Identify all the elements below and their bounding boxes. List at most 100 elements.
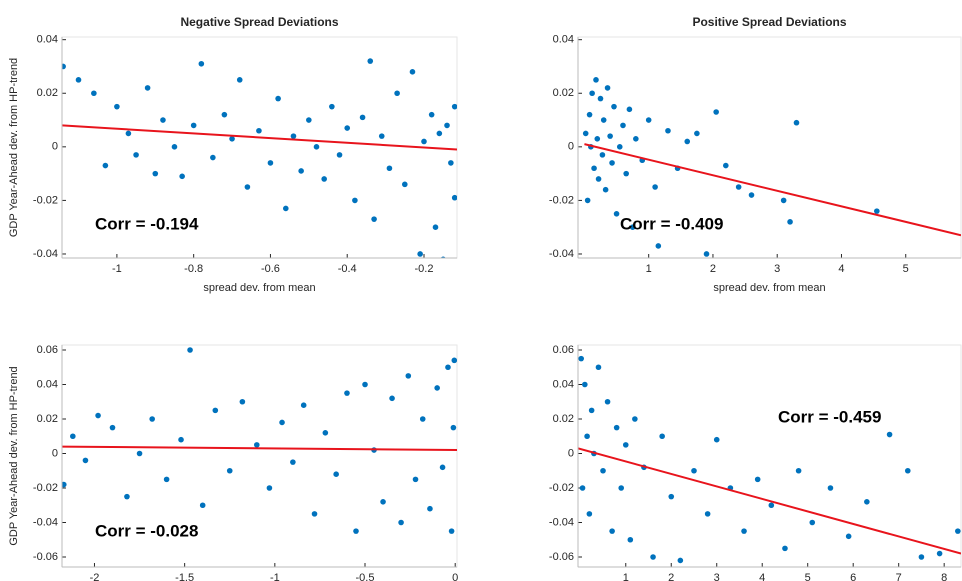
point [793, 119, 800, 126]
point [451, 103, 457, 110]
point [352, 197, 358, 204]
point [645, 117, 652, 123]
point [582, 130, 589, 137]
x-tick-label: -0.5 [356, 572, 375, 581]
point [428, 111, 435, 118]
point [427, 505, 433, 512]
x-tick-label: -0.8 [184, 263, 203, 275]
axes-bg [61, 36, 458, 259]
y-tick-label: 0.04 [553, 378, 574, 390]
point [436, 130, 443, 137]
point [713, 109, 719, 115]
point [401, 181, 408, 188]
point [389, 395, 395, 402]
point [600, 467, 606, 474]
point [618, 485, 625, 491]
point [609, 160, 615, 166]
point [633, 135, 639, 142]
point [421, 138, 427, 145]
point [450, 424, 457, 431]
point [787, 219, 793, 225]
point [650, 554, 656, 560]
y-tick-label: 0 [52, 141, 58, 153]
point [212, 407, 219, 414]
y-tick-label: 0.04 [37, 34, 58, 46]
point [704, 511, 711, 517]
point [595, 176, 602, 182]
y-tick-label: 0.02 [37, 413, 58, 425]
annotation: Corr = -0.028 [95, 521, 198, 540]
point [210, 154, 216, 161]
y-tick-label: 0 [52, 447, 58, 459]
point [874, 208, 880, 214]
y-tick-label: 0.02 [553, 413, 574, 425]
fit-line [62, 124, 457, 151]
point [313, 144, 320, 150]
x-tick-label: 4 [759, 572, 765, 581]
point [124, 493, 130, 500]
point [782, 545, 788, 552]
point [179, 173, 185, 180]
x-tick-label: -1 [112, 263, 122, 275]
point [394, 90, 400, 97]
point [133, 152, 139, 158]
point [419, 416, 426, 422]
fit-line [578, 447, 961, 555]
y-tick-label: -0.02 [33, 194, 58, 206]
point [584, 433, 590, 440]
point [62, 63, 66, 70]
point [412, 476, 419, 483]
point [609, 528, 615, 534]
point [417, 251, 423, 257]
point [353, 528, 359, 534]
point [432, 224, 439, 230]
point [448, 160, 454, 166]
point [267, 160, 274, 166]
point [578, 355, 584, 362]
point [613, 424, 620, 431]
fit-line [584, 143, 961, 237]
point [602, 186, 609, 193]
panel-title: Negative Spread Deviations [180, 15, 338, 29]
axes-bg [577, 344, 962, 568]
point [163, 476, 170, 483]
x-tick-label: -0.6 [261, 263, 280, 275]
y-tick-label: 0.02 [553, 87, 574, 99]
point [386, 165, 393, 172]
point [95, 412, 101, 419]
x-tick-label: 1 [646, 263, 652, 275]
point [936, 550, 943, 557]
x-tick-label: 8 [941, 572, 947, 581]
point [444, 122, 450, 129]
point [593, 77, 599, 83]
point [256, 127, 262, 134]
point [600, 117, 607, 123]
point [244, 184, 251, 190]
point [626, 106, 633, 113]
point [82, 457, 89, 464]
point [102, 162, 109, 169]
point [586, 111, 593, 118]
point [589, 90, 595, 97]
y-tick-label: 0.06 [553, 344, 574, 356]
y-tick-label: -0.04 [549, 248, 574, 260]
point [665, 127, 671, 134]
point [221, 111, 228, 118]
point [597, 95, 604, 102]
point [362, 381, 368, 388]
axes-bg [61, 344, 458, 568]
point [604, 398, 611, 405]
point [275, 95, 281, 102]
x-tick-label: -1 [270, 572, 280, 581]
point [282, 205, 289, 212]
point [652, 184, 658, 190]
point [864, 498, 870, 505]
point [371, 216, 377, 222]
point [768, 502, 775, 509]
y-axis-label: GDP Year-Ahead dev. from HP-trend [8, 366, 20, 545]
point [703, 251, 710, 257]
point [754, 476, 761, 483]
point [367, 58, 374, 64]
point [239, 398, 246, 405]
